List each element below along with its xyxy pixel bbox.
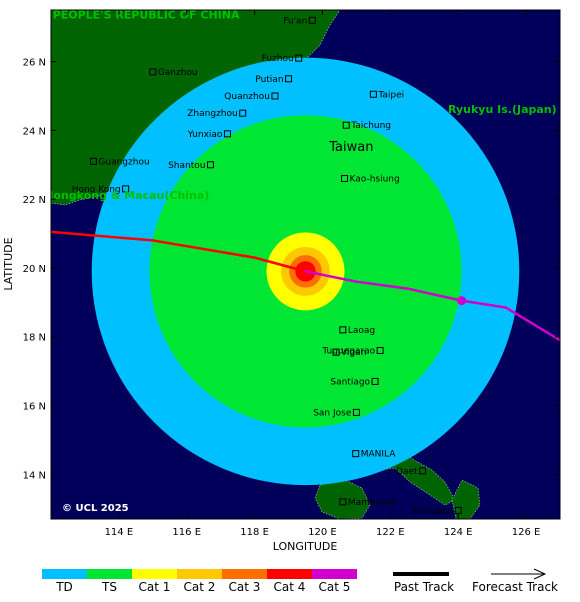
legend-swatch [222,569,267,579]
region-label: Ryukyu Is.(Japan) [448,103,557,116]
samar-land [451,479,481,519]
city-marker [332,348,340,356]
city-label: Zhangzhou [187,109,237,119]
city-label: Laoag [348,326,375,336]
forecast-arrow-icon [533,568,547,580]
city-marker [223,130,231,138]
city-label: Hong Kong [72,185,121,195]
legend: TD TS Cat 1 Cat 2 Cat 3 Cat 4 Cat 5 Past Track F… [42,568,558,594]
y-tick-label: 22 N [23,195,46,206]
city-marker [342,121,350,129]
city-label: Kao-hsiung [350,175,400,185]
city-marker [369,90,377,98]
track-segment [253,256,307,273]
city-marker [295,54,303,62]
city-label: Shantou [168,161,205,171]
city-marker [122,185,130,193]
island-label: Taiwan [328,140,373,155]
y-tick-label: 16 N [23,402,46,413]
city-label: Fu'an [283,16,307,26]
plot-frame [50,9,561,520]
y-tick-label: 14 N [23,470,46,481]
track-segment [151,239,256,259]
city-label: Quanzhou [224,92,270,102]
city-label: San Jose [313,408,352,418]
x-tick-label: 118 E [240,527,269,538]
city-label: MANILA [361,450,397,460]
y-axis-title: LATITUDE [2,237,15,290]
x-axis-title: LONGITUDE [273,540,338,553]
copyright-notice: © UCL 2025 [62,503,129,514]
past-track-label: Past Track [394,580,454,594]
x-tick-label: 126 E [512,527,541,538]
city-label: Sorsogon [411,506,453,516]
legend-swatch [312,569,357,579]
city-marker [239,109,247,117]
city-marker [419,467,427,475]
map-labels: Fu'an Fuzhou Putian Ganzhou Quanzhou Taipei Zh… [44,9,557,516]
y-tick-label: 20 N [23,264,46,275]
track-position-marker [457,296,467,306]
legend-swatch [132,569,177,579]
city-marker [206,161,214,169]
x-tick-label: 120 E [308,527,337,538]
city-label: Taipei [377,90,404,100]
city-marker [89,157,97,165]
city-marker [339,498,347,506]
city-marker [352,450,360,458]
legend-label: TD [55,580,73,594]
region-label: Hongkong & Macau(China) [44,189,209,202]
city-marker [149,68,157,76]
legend-swatch [177,569,222,579]
city-marker [271,92,279,100]
city-label: Taichung [350,121,391,131]
city-label: Ganzhou [158,68,198,78]
city-marker [376,346,384,354]
legend-label: Cat 4 [274,580,306,594]
region-label: PEOPLE'S REPUBLIC OF CHINA [53,9,240,22]
city-label: Mamburao [348,498,397,508]
city-marker [371,377,379,385]
city-label: Vigan [341,348,366,358]
city-label: Guangzhou [98,157,149,167]
x-tick-label: 124 E [444,527,473,538]
city-marker [352,408,360,416]
axes: 114 E 116 E 118 E 120 E 122 E 124 E 126 E 14 N 1… [23,10,560,538]
legend-swatch [42,569,87,579]
x-tick-label: 116 E [172,527,201,538]
y-tick-label: 18 N [23,333,46,344]
legend-label: Cat 3 [229,580,261,594]
track-segment [460,299,507,309]
city-marker [341,175,349,183]
x-tick-label: 114 E [105,527,134,538]
track-segment [304,270,358,283]
city-marker [339,326,347,334]
mindoro-land [314,479,371,519]
track-segment [406,287,463,302]
x-tick-label: 122 E [376,527,405,538]
city-marker [285,75,293,83]
city-label: Fuzhou [262,54,294,64]
y-tick-label: 26 N [23,58,46,69]
track-segment [504,306,560,342]
legend-swatch [87,569,132,579]
storm-track [51,230,560,342]
city-label: Daet [396,467,418,477]
legend-label: Cat 5 [319,580,351,594]
city-label: Tuguegarao [321,346,375,356]
track-segment [51,230,155,242]
track-segment [355,280,409,290]
city-marker [308,16,316,24]
city-label: Putian [255,75,283,85]
city-marker [454,506,462,514]
city-label: Santiago [330,377,370,387]
legend-label: TS [101,580,117,594]
city-label: Yunxiao [187,130,223,140]
forecast-track-label: Forecast Track [472,580,558,594]
legend-label: Cat 2 [184,580,216,594]
y-tick-label: 24 N [23,126,46,137]
legend-swatch [267,569,312,579]
legend-label: Cat 1 [139,580,171,594]
